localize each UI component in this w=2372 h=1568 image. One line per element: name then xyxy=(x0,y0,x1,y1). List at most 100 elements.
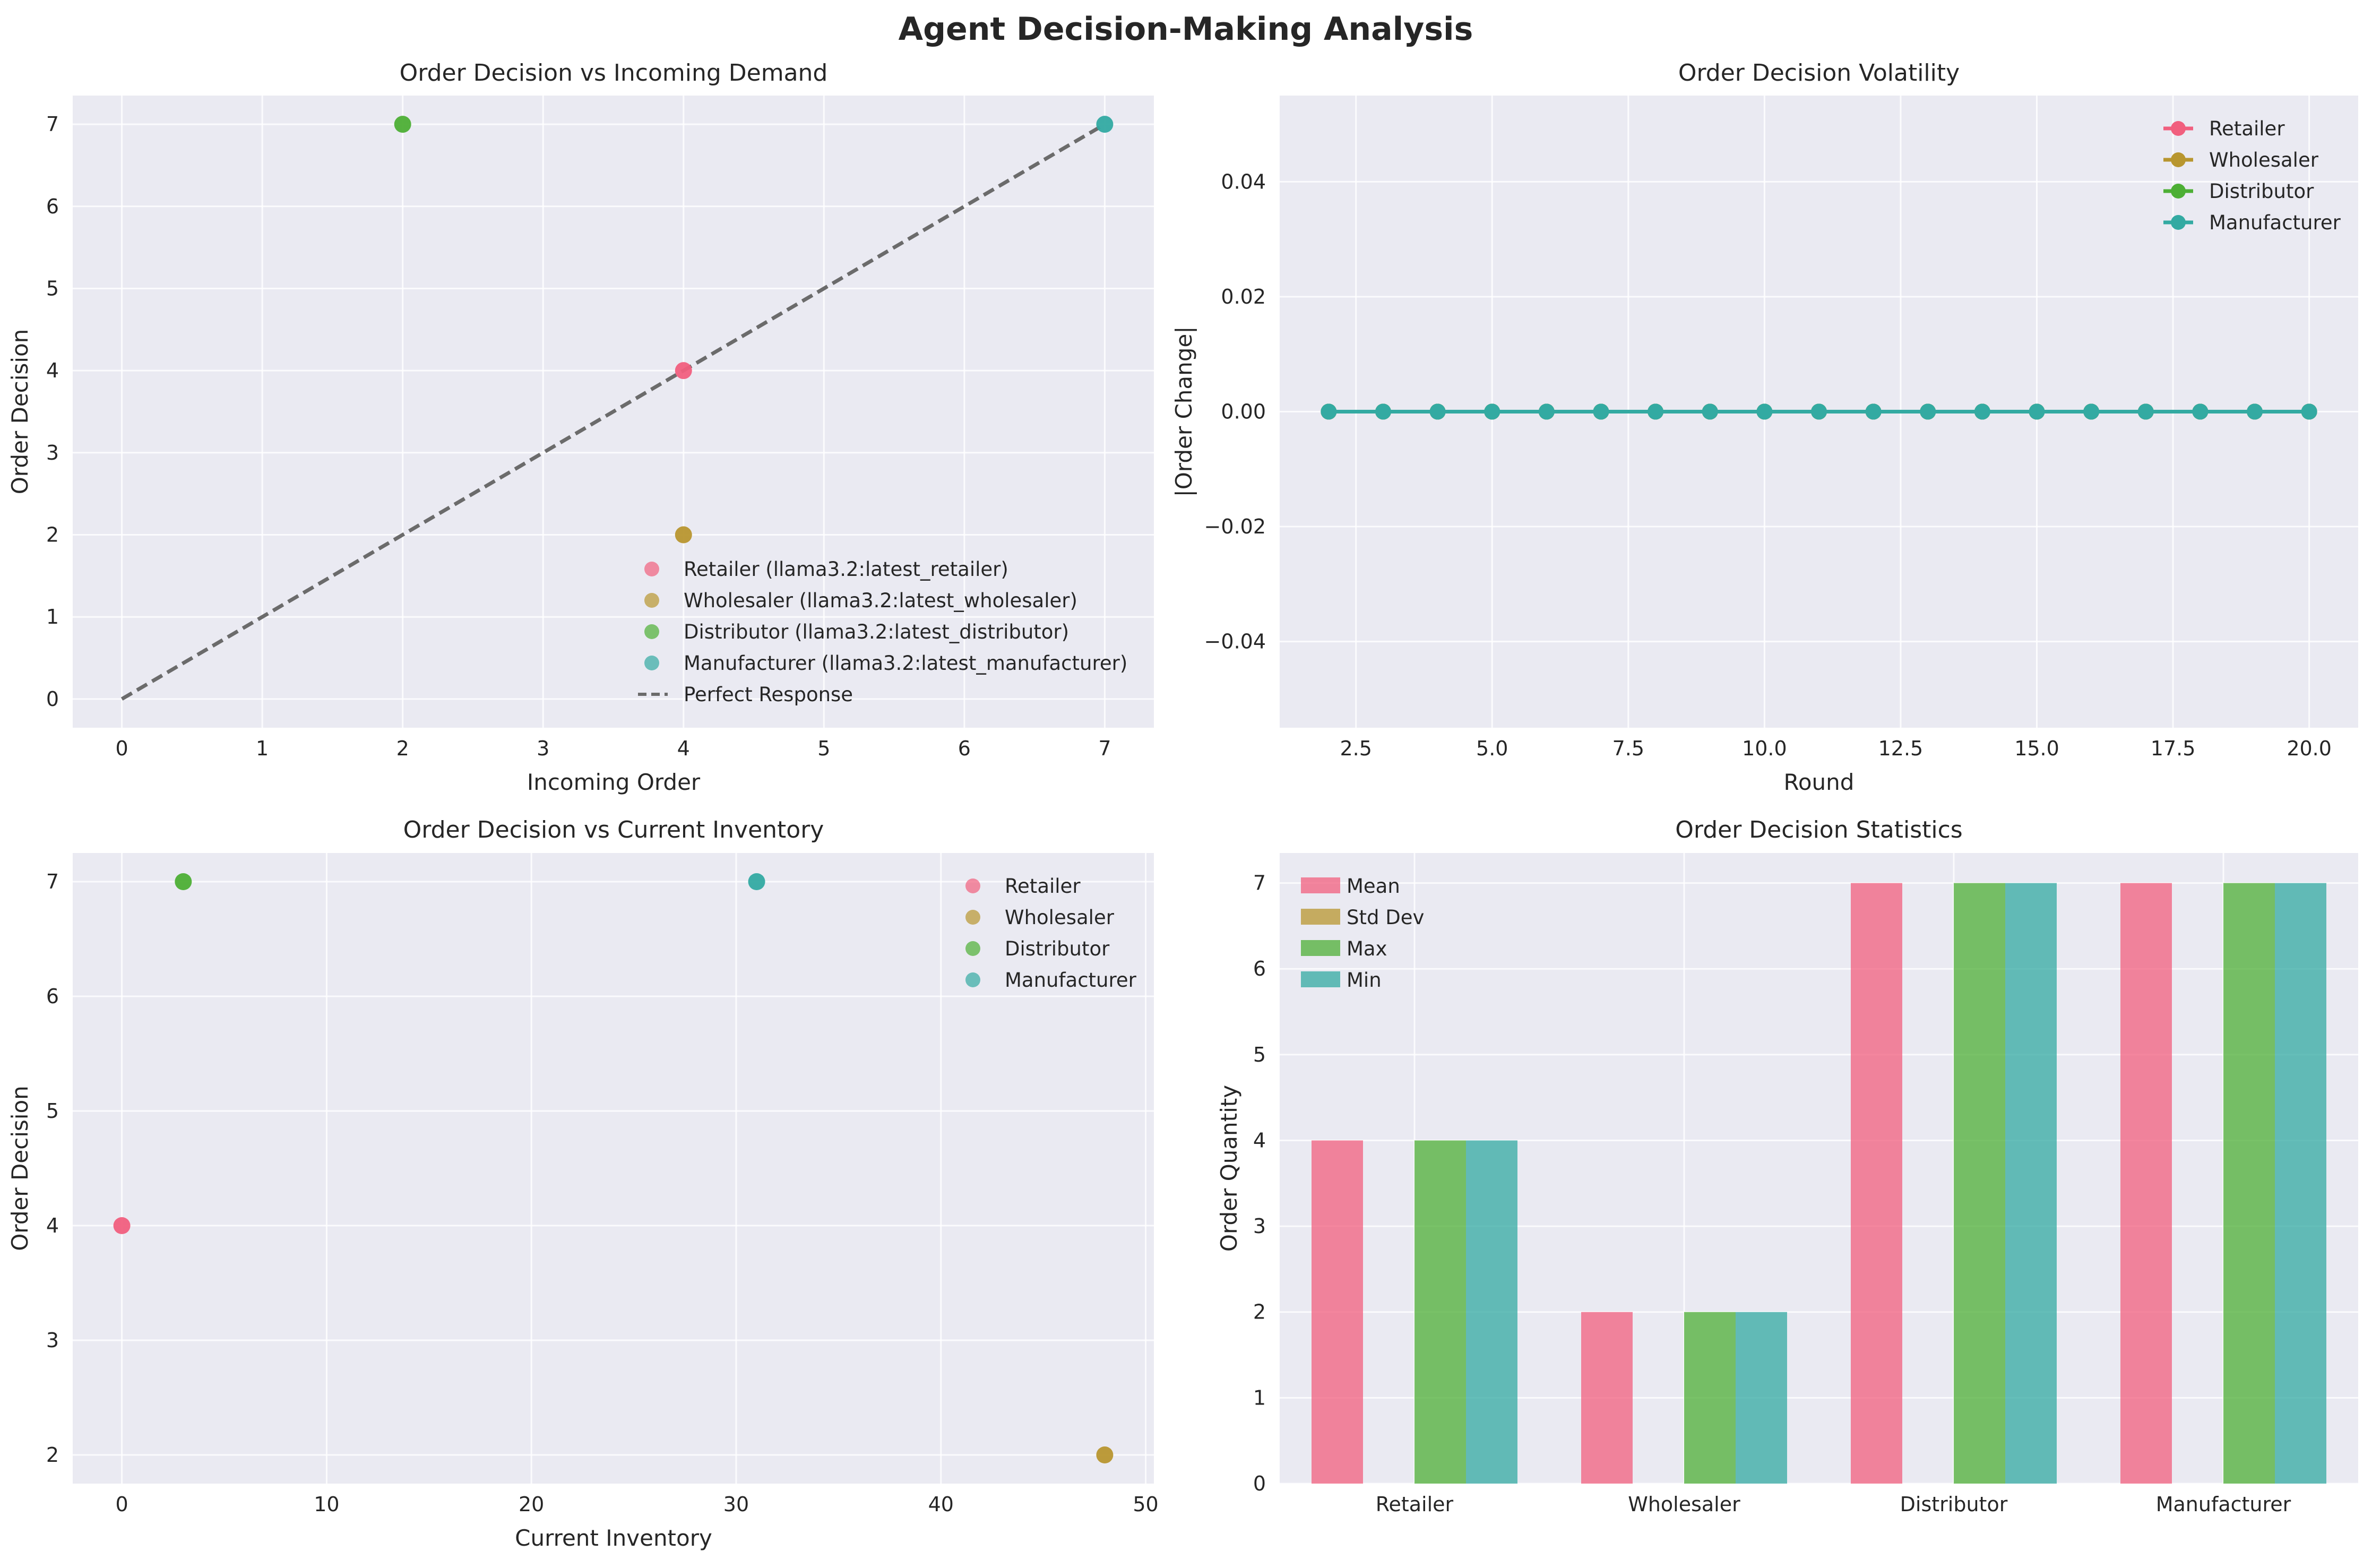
x-tick-label: 40 xyxy=(928,1493,954,1516)
scatter-point-wholesaler xyxy=(675,526,692,544)
legend: Retailer Wholesaler Distributor Manufacture… xyxy=(965,875,1137,992)
bar-min xyxy=(2005,883,2057,1484)
series-point-manufacturer xyxy=(2029,403,2045,420)
y-tick-label: 4 xyxy=(46,1214,59,1237)
y-tick-label: 6 xyxy=(1253,957,1266,980)
legend-marker xyxy=(2171,152,2186,167)
panel-order-vs-incoming-demand: Order Decision vs Incoming Demand Incomi… xyxy=(7,59,1154,795)
series-point-manufacturer xyxy=(1484,403,1500,420)
y-tick-label: 5 xyxy=(46,277,59,300)
x-tick-label: 5.0 xyxy=(1476,737,1508,760)
legend-label: Mean xyxy=(1347,875,1400,898)
y-tick-label: −0.02 xyxy=(1204,515,1266,538)
y-tick-label: 0.00 xyxy=(1221,400,1266,424)
legend-marker xyxy=(644,562,659,576)
bar-mean xyxy=(1312,1140,1363,1484)
bar-max xyxy=(1684,1312,1736,1484)
x-tick-label: 7.5 xyxy=(1612,737,1644,760)
series-point-manufacturer xyxy=(1702,403,1718,420)
x-tick-label: Wholesaler xyxy=(1628,1493,1740,1516)
y-axis-label: Order Quantity xyxy=(1216,1085,1242,1252)
x-tick-label: Manufacturer xyxy=(2156,1493,2291,1516)
series-point-manufacturer xyxy=(1375,403,1391,420)
scatter-point-retailer xyxy=(113,1217,131,1234)
scatter-point-distributor xyxy=(175,873,192,890)
legend-label: Manufacturer xyxy=(2209,211,2341,234)
plot-area xyxy=(73,853,1154,1484)
bar-max xyxy=(2223,883,2275,1484)
series-point-manufacturer xyxy=(2083,403,2100,420)
y-tick-label: 4 xyxy=(1253,1128,1266,1152)
x-tick-label: Retailer xyxy=(1376,1493,1454,1516)
legend-marker xyxy=(644,593,659,608)
scatter-point-retailer xyxy=(675,362,692,380)
y-tick-label: 4 xyxy=(46,359,59,382)
legend-label: Wholesaler xyxy=(1005,906,1115,929)
y-tick-label: 0.02 xyxy=(1221,285,1266,308)
scatter-point-distributor xyxy=(394,116,411,133)
x-tick-label: 2 xyxy=(396,737,409,760)
series-point-manufacturer xyxy=(2192,403,2209,420)
legend-label: Distributor (llama3.2:latest_distributor… xyxy=(684,621,1069,643)
legend-marker xyxy=(2171,121,2186,136)
x-tick-label: 7 xyxy=(1098,737,1111,760)
y-tick-label: 1 xyxy=(1253,1386,1266,1409)
bar-mean xyxy=(1581,1312,1633,1484)
legend-label: Wholesaler xyxy=(2209,149,2319,171)
bar-mean xyxy=(1851,883,1902,1484)
panel-title: Order Decision Statistics xyxy=(1675,816,1962,843)
y-tick-label: 0 xyxy=(1253,1472,1266,1495)
series-point-manufacturer xyxy=(1811,403,1827,420)
y-tick-label: 6 xyxy=(46,195,59,218)
panel-order-volatility: Order Decision Volatility Round |Order C… xyxy=(1171,59,2358,795)
x-tick-label: Distributor xyxy=(1900,1493,2008,1516)
y-tick-label: 0 xyxy=(46,687,59,711)
x-tick-label: 0 xyxy=(115,1493,128,1516)
x-tick-label: 0 xyxy=(115,737,128,760)
x-tick-label: 5 xyxy=(817,737,830,760)
legend-label: Retailer (llama3.2:latest_retailer) xyxy=(684,558,1008,581)
legend-label: Manufacturer (llama3.2:latest_manufactur… xyxy=(684,652,1127,675)
y-tick-label: 2 xyxy=(1253,1300,1266,1324)
series-point-manufacturer xyxy=(1429,403,1446,420)
series-point-manufacturer xyxy=(1920,403,1936,420)
x-tick-label: 4 xyxy=(677,737,690,760)
y-tick-label: 7 xyxy=(46,113,59,136)
legend-label: Min xyxy=(1347,969,1382,992)
y-tick-label: −0.04 xyxy=(1204,630,1266,653)
y-axis-label: Order Decision xyxy=(7,1085,33,1251)
panel-order-statistics: Order Decision Statistics Order Quantity… xyxy=(1216,816,2358,1516)
x-tick-label: 10 xyxy=(314,1493,339,1516)
scatter-point-wholesaler xyxy=(1096,1446,1114,1463)
panel-title: Order Decision Volatility xyxy=(1678,59,1960,87)
bar-min xyxy=(2275,883,2326,1484)
panel-title: Order Decision vs Incoming Demand xyxy=(400,59,828,87)
y-tick-label: 5 xyxy=(46,1099,59,1123)
legend-label: Wholesaler (llama3.2:latest_wholesaler) xyxy=(684,589,1077,612)
y-tick-label: 3 xyxy=(46,1329,59,1352)
series-point-manufacturer xyxy=(1974,403,1990,420)
legend: Retailer Wholesaler Distributor Manufacture… xyxy=(2163,117,2341,234)
legend-label: Distributor xyxy=(1005,937,1110,960)
x-tick-label: 50 xyxy=(1133,1493,1158,1516)
x-axis-label: Incoming Order xyxy=(527,769,701,795)
legend-label: Distributor xyxy=(2209,180,2314,203)
legend-marker xyxy=(965,941,980,956)
y-tick-label: 7 xyxy=(1253,872,1266,895)
legend-label: Perfect Response xyxy=(684,683,853,706)
legend-marker xyxy=(644,624,659,639)
legend-label: Std Dev xyxy=(1347,906,1424,929)
x-axis-label: Current Inventory xyxy=(515,1525,712,1551)
y-tick-label: 2 xyxy=(46,1443,59,1467)
y-tick-label: 3 xyxy=(46,441,59,464)
series-point-manufacturer xyxy=(1865,403,1882,420)
legend-label: Retailer xyxy=(2209,117,2285,140)
legend-label: Max xyxy=(1347,937,1387,960)
y-axis-label: Order Decision xyxy=(7,329,33,495)
legend-marker xyxy=(2171,215,2186,230)
y-tick-label: 2 xyxy=(46,523,59,547)
legend-label: Manufacturer xyxy=(1005,969,1137,992)
legend-marker xyxy=(644,656,659,670)
legend-swatch xyxy=(1301,971,1340,987)
